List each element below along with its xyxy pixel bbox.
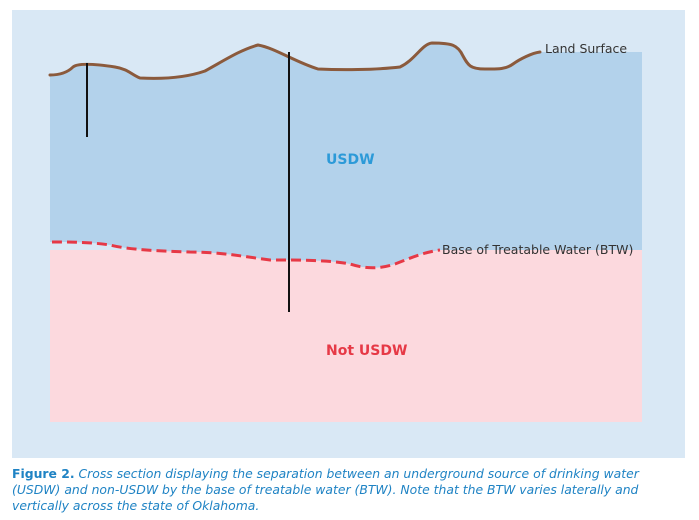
land-surface-line — [48, 41, 542, 80]
land-surface-label: Land Surface — [545, 41, 628, 56]
figure-label: Figure 2. — [12, 466, 75, 481]
btw-line — [51, 240, 441, 270]
figure-caption-text: Cross section displaying the separation … — [12, 466, 639, 513]
usdw-zone — [50, 43, 642, 268]
btw-label: Base of Treatable Water (BTW) — [442, 242, 634, 257]
not-usdw-zone — [50, 250, 642, 422]
usdw-label: USDW — [326, 152, 375, 168]
figure-caption: Figure 2. Cross section displaying the s… — [12, 466, 688, 514]
not-usdw-label: Not USDW — [326, 343, 408, 359]
